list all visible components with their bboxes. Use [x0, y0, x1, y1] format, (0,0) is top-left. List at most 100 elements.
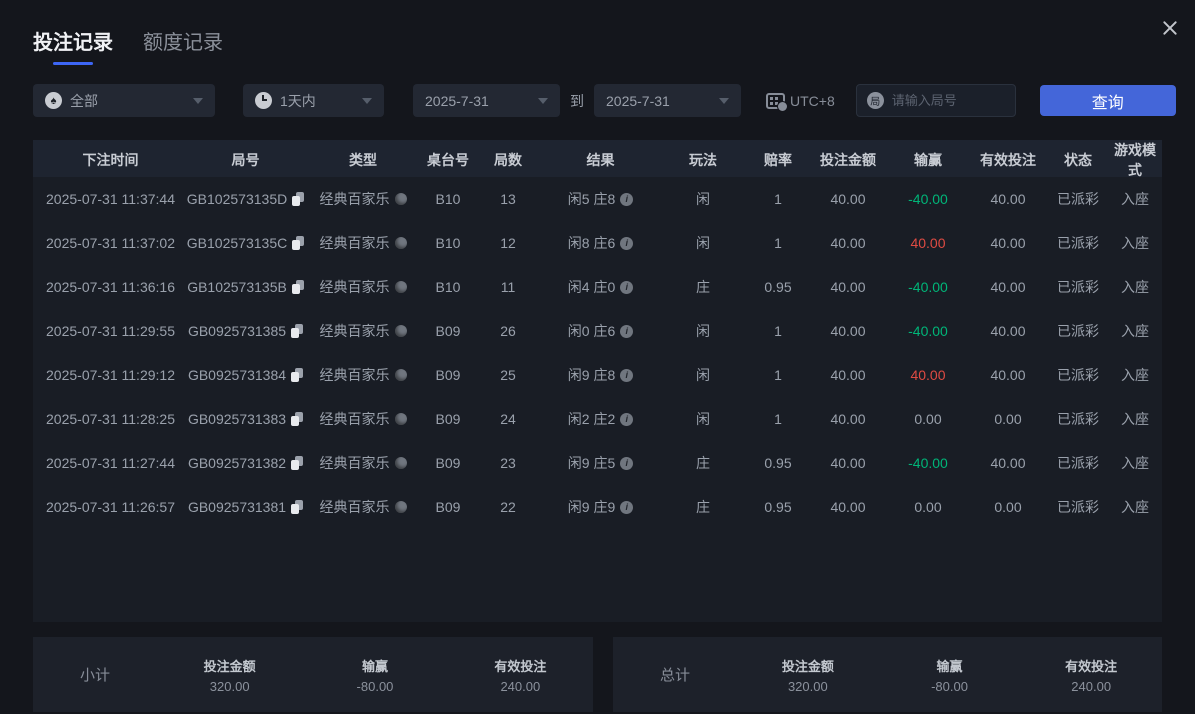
- copy-icon[interactable]: [291, 412, 304, 426]
- cell-result: 闲9 庄5 i: [543, 453, 658, 473]
- tab-bet-records[interactable]: 投注记录: [33, 26, 113, 65]
- cell-round-id: GB0925731383: [188, 411, 304, 427]
- cell-odds: 1: [774, 235, 782, 251]
- cell-round-id: GB0925731382: [188, 455, 304, 471]
- timezone-label: UTC+8: [790, 92, 835, 109]
- cell-play-type: 庄: [696, 455, 710, 471]
- copy-icon[interactable]: [291, 500, 304, 514]
- cell-round-count: 26: [500, 323, 516, 339]
- game-badge-icon: [394, 457, 407, 469]
- cell-bet-time: 2025-07-31 11:36:16: [46, 279, 175, 295]
- cell-win-loss: 0.00: [914, 411, 942, 427]
- date-to-value: 2025-7-31: [606, 92, 670, 109]
- cell-win-loss: 0.00: [914, 499, 942, 515]
- summary-stat-value: -80.00: [931, 678, 968, 694]
- table-header-row: 下注时间 局号 类型 桌台号 局数 结果 玩法 赔率 投注金额 输赢 有效投注 状态 游戏模式: [33, 140, 1162, 178]
- cell-round-count: 22: [500, 499, 516, 515]
- info-icon[interactable]: i: [620, 368, 634, 382]
- tab-quota-records[interactable]: 额度记录: [143, 32, 223, 54]
- cell-valid-bet: 40.00: [990, 191, 1026, 207]
- cell-play-type: 闲: [696, 323, 710, 339]
- column-header-6: 玩法: [689, 152, 717, 168]
- table-body: 2025-07-31 11:37:44 GB102573135D 经典百家乐 B10 1…: [33, 177, 1162, 529]
- subtotal-label: 小计: [79, 667, 110, 684]
- cell-game-mode: 入座: [1121, 323, 1149, 339]
- chevron-down-icon: [193, 98, 203, 104]
- game-type-text: 经典百家乐: [319, 411, 390, 427]
- copy-icon[interactable]: [292, 236, 305, 250]
- cell-game-mode: 入座: [1121, 411, 1149, 427]
- query-button[interactable]: 查询: [1039, 85, 1176, 116]
- copy-icon[interactable]: [291, 324, 304, 338]
- cell-play-type: 闲: [696, 191, 710, 207]
- table-row: 2025-07-31 11:29:12 GB0925731384 经典百家乐 B09 2…: [33, 353, 1162, 397]
- cell-status: 已派彩: [1057, 323, 1099, 339]
- date-to-select[interactable]: 2025-7-31: [594, 84, 741, 117]
- time-range-select[interactable]: 1天内: [243, 84, 384, 117]
- cell-bet-time: 2025-07-31 11:29:55: [46, 323, 175, 339]
- cell-game-mode: 入座: [1121, 367, 1149, 383]
- cell-game-type: 经典百家乐: [303, 277, 423, 297]
- cell-play-type: 庄: [696, 279, 710, 295]
- cell-status: 已派彩: [1057, 279, 1099, 295]
- cell-odds: 1: [774, 191, 782, 207]
- game-type-select[interactable]: ♠ 全部: [33, 84, 215, 117]
- result-text: 闲8 庄6: [567, 235, 616, 251]
- cell-table-no: B09: [435, 411, 461, 427]
- summary-stat-value: 240.00: [1071, 678, 1112, 694]
- copy-icon[interactable]: [291, 456, 304, 470]
- info-icon[interactable]: i: [620, 236, 634, 250]
- info-icon[interactable]: i: [620, 500, 634, 514]
- column-header-9: 输赢: [914, 152, 942, 168]
- cell-bet-amount: 40.00: [830, 499, 866, 515]
- cell-table-no: B09: [435, 499, 461, 515]
- column-header-0: 下注时间: [82, 152, 139, 168]
- cell-table-no: B10: [435, 235, 461, 251]
- copy-icon[interactable]: [292, 192, 305, 206]
- info-icon[interactable]: i: [620, 456, 634, 470]
- cell-table-no: B09: [435, 455, 461, 471]
- cell-table-no: B09: [435, 323, 461, 339]
- info-icon[interactable]: i: [620, 192, 634, 206]
- cell-valid-bet: 40.00: [990, 323, 1026, 339]
- copy-icon[interactable]: [291, 280, 304, 294]
- copy-icon[interactable]: [291, 368, 304, 382]
- info-icon[interactable]: i: [620, 280, 634, 294]
- info-icon[interactable]: i: [620, 412, 634, 426]
- close-icon[interactable]: [1159, 17, 1181, 39]
- cell-status: 已派彩: [1057, 411, 1099, 427]
- cell-result: 闲4 庄0 i: [543, 277, 658, 297]
- cell-game-mode: 入座: [1121, 235, 1149, 251]
- chevron-down-icon: [719, 98, 729, 104]
- summary-stat-label: 投注金额: [781, 658, 834, 674]
- summary-stat: 输赢 -80.00: [302, 656, 447, 694]
- clock-icon: [255, 92, 272, 109]
- round-id-text: GB102573135D: [186, 191, 288, 207]
- cell-result: 闲9 庄9 i: [543, 497, 658, 517]
- cell-bet-time: 2025-07-31 11:37:02: [46, 235, 175, 251]
- result-text: 闲0 庄6: [567, 323, 616, 339]
- cell-table-no: B10: [435, 279, 461, 295]
- cell-odds: 0.95: [764, 455, 792, 471]
- result-text: 闲4 庄0: [567, 279, 616, 295]
- cell-status: 已派彩: [1057, 499, 1099, 515]
- result-text: 闲9 庄5: [567, 455, 616, 471]
- round-search-input[interactable]: [891, 93, 1005, 108]
- cell-status: 已派彩: [1057, 191, 1099, 207]
- cell-round-id: GB0925731384: [188, 367, 304, 383]
- column-header-7: 赔率: [764, 152, 792, 168]
- info-icon[interactable]: i: [620, 324, 634, 338]
- filter-bar: ♠ 全部 1天内 2025-7-31 到 2025-7-31 UTC+8 局 查…: [33, 84, 1176, 117]
- summary-stat-label: 输赢: [936, 658, 963, 674]
- time-range-value: 1天内: [280, 92, 316, 109]
- cell-odds: 0.95: [764, 279, 792, 295]
- result-text: 闲5 庄8: [567, 191, 616, 207]
- table-row: 2025-07-31 11:37:44 GB102573135D 经典百家乐 B10 1…: [33, 177, 1162, 221]
- game-badge-icon: [394, 281, 407, 293]
- cell-table-no: B09: [435, 367, 461, 383]
- cell-bet-time: 2025-07-31 11:29:12: [46, 367, 175, 383]
- cell-status: 已派彩: [1057, 367, 1099, 383]
- date-from-select[interactable]: 2025-7-31: [413, 84, 560, 117]
- cell-status: 已派彩: [1057, 455, 1099, 471]
- cell-bet-amount: 40.00: [830, 323, 866, 339]
